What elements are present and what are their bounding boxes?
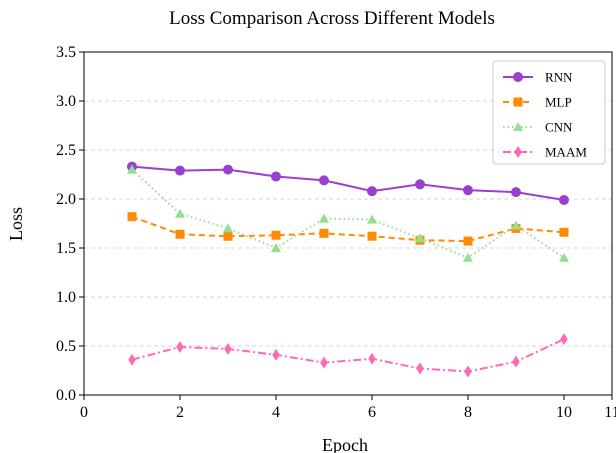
data-point-rnn bbox=[271, 171, 281, 182]
data-point-cnn bbox=[127, 164, 137, 174]
series-rnn bbox=[127, 161, 569, 205]
legend-label-cnn: CNN bbox=[545, 120, 573, 135]
x-tick-label: 6 bbox=[368, 404, 376, 421]
x-tick-label: 10 bbox=[556, 404, 572, 421]
y-tick-label: 0.5 bbox=[56, 338, 76, 355]
data-point-cnn bbox=[511, 220, 521, 230]
series-line-cnn bbox=[131, 168, 565, 259]
x-tick-label: 8 bbox=[464, 404, 472, 421]
gridlines bbox=[84, 100, 612, 347]
data-point-rnn bbox=[463, 185, 473, 196]
data-point-cnn bbox=[319, 213, 329, 223]
series-line-rnn bbox=[131, 165, 565, 201]
data-point-maam bbox=[320, 356, 328, 369]
data-point-rnn bbox=[175, 165, 185, 176]
data-point-cnn bbox=[559, 252, 569, 262]
data-point-cnn bbox=[175, 208, 185, 218]
data-point-maam bbox=[224, 342, 232, 355]
series-layer bbox=[127, 161, 569, 378]
legend-label-rnn: RNN bbox=[545, 70, 573, 85]
y-axis-label: Loss bbox=[6, 207, 26, 241]
y-tick-label: 2.0 bbox=[56, 191, 76, 208]
data-point-cnn bbox=[223, 223, 233, 233]
data-point-maam bbox=[368, 352, 376, 365]
legend-marker-maam bbox=[514, 146, 522, 158]
legend: RNN MLP CNN MAAM bbox=[492, 60, 606, 165]
data-point-maam bbox=[272, 348, 280, 361]
x-axis-ticks: 0 2 4 6 8 10 11 bbox=[80, 395, 616, 421]
data-point-mlp bbox=[463, 236, 473, 246]
data-point-mlp bbox=[559, 227, 569, 237]
data-point-maam bbox=[416, 362, 424, 375]
data-point-maam bbox=[176, 340, 184, 353]
series-maam bbox=[128, 333, 568, 378]
legend-item-rnn: RNN bbox=[503, 70, 573, 85]
chart-title: Loss Comparison Across Different Models bbox=[169, 8, 495, 29]
y-tick-label: 3.5 bbox=[56, 44, 76, 61]
legend-item-maam: MAAM bbox=[503, 145, 587, 160]
series-line-maam bbox=[131, 338, 565, 373]
data-point-mlp bbox=[367, 231, 377, 241]
legend-marker-rnn bbox=[513, 72, 523, 82]
data-point-cnn bbox=[463, 252, 473, 262]
x-tick-label: 2 bbox=[176, 404, 184, 421]
data-point-maam bbox=[128, 353, 136, 366]
legend-item-mlp: MLP bbox=[503, 95, 572, 110]
data-point-cnn bbox=[415, 233, 425, 243]
data-point-maam bbox=[464, 365, 472, 378]
x-tick-label: 11 bbox=[604, 404, 616, 421]
data-point-cnn bbox=[367, 214, 377, 224]
legend-item-cnn: CNN bbox=[503, 120, 573, 135]
y-tick-label: 3.0 bbox=[56, 93, 76, 110]
legend-marker-mlp bbox=[513, 97, 523, 107]
data-point-maam bbox=[560, 333, 568, 346]
y-tick-label: 1.0 bbox=[56, 289, 76, 306]
data-point-rnn bbox=[415, 179, 425, 190]
legend-marker-cnn bbox=[513, 122, 523, 131]
y-tick-label: 1.5 bbox=[56, 240, 76, 257]
data-point-mlp bbox=[223, 231, 233, 241]
data-point-rnn bbox=[319, 175, 329, 186]
series-cnn bbox=[127, 164, 569, 262]
legend-label-mlp: MLP bbox=[545, 95, 572, 110]
y-tick-label: 0.0 bbox=[56, 387, 76, 404]
data-point-mlp bbox=[271, 230, 281, 240]
legend-label-maam: MAAM bbox=[545, 145, 587, 160]
data-point-mlp bbox=[319, 228, 329, 238]
y-tick-label: 2.5 bbox=[56, 142, 76, 159]
x-axis-label: Epoch bbox=[322, 435, 368, 453]
data-point-rnn bbox=[223, 164, 233, 175]
legend-box bbox=[492, 60, 606, 165]
data-point-maam bbox=[512, 355, 520, 368]
series-line-mlp bbox=[131, 215, 565, 243]
data-point-cnn bbox=[271, 243, 281, 252]
data-point-rnn bbox=[511, 187, 521, 198]
x-tick-label: 4 bbox=[272, 404, 280, 421]
data-point-mlp bbox=[127, 212, 137, 222]
data-point-mlp bbox=[175, 229, 185, 239]
data-point-rnn bbox=[367, 186, 377, 197]
series-mlp bbox=[127, 212, 569, 246]
y-axis-ticks: 0.0 0.5 1.0 1.5 2.0 2.5 3.0 3.5 bbox=[56, 44, 84, 404]
data-point-rnn bbox=[559, 194, 569, 205]
plot-frame bbox=[83, 51, 613, 396]
x-tick-label: 0 bbox=[80, 404, 88, 421]
